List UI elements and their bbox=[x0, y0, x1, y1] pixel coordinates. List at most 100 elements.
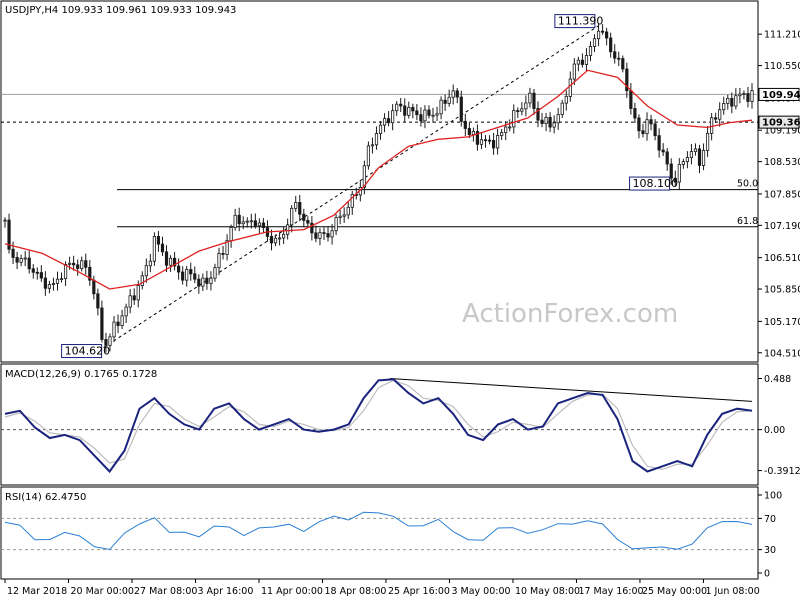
x-tick-label: 12 Mar 2018 bbox=[7, 586, 67, 597]
candle-body bbox=[350, 194, 354, 208]
candle-body bbox=[609, 37, 613, 53]
rsi-header: RSI(14) 62.4750 bbox=[5, 492, 86, 503]
candle-body bbox=[596, 30, 601, 40]
price-annotation-label: 104.620 bbox=[65, 345, 111, 358]
macd-panel: 0.488 0.00 -0.3912 bbox=[1, 374, 800, 477]
candle-body bbox=[290, 207, 294, 226]
candle-body bbox=[160, 243, 165, 253]
price-tick-label: 110.550 bbox=[764, 61, 800, 72]
candle-body bbox=[681, 161, 685, 165]
candle-body bbox=[459, 96, 463, 122]
candle-body bbox=[96, 293, 100, 309]
x-tick-label: 3 Apr 16:00 bbox=[197, 586, 253, 597]
candle-body bbox=[649, 119, 653, 125]
price-tick-label: 107.850 bbox=[764, 189, 800, 200]
price-tick-label: 105.850 bbox=[764, 285, 800, 296]
candle-body bbox=[508, 126, 512, 129]
candle-body bbox=[483, 139, 488, 142]
candle-body bbox=[338, 215, 342, 218]
main-panel-frame bbox=[0, 0, 759, 363]
candle-body bbox=[455, 90, 459, 98]
candle-body bbox=[750, 90, 754, 102]
candle-body bbox=[249, 220, 253, 223]
candle-body bbox=[181, 271, 185, 281]
candle-body bbox=[310, 222, 314, 234]
signal-line bbox=[4, 379, 753, 471]
candle-body bbox=[63, 263, 68, 280]
candle-body bbox=[128, 295, 132, 308]
candle-body bbox=[584, 55, 589, 65]
candle-body bbox=[552, 122, 556, 128]
candle-body bbox=[152, 236, 156, 262]
candle-body bbox=[528, 92, 532, 104]
candle-body bbox=[302, 213, 306, 221]
price-tick-label: 105.170 bbox=[764, 317, 800, 328]
candle-body bbox=[273, 237, 278, 244]
candle-body bbox=[334, 217, 338, 232]
candle-body bbox=[576, 59, 580, 65]
candle-body bbox=[286, 224, 290, 235]
price-tick-label: 109.190 bbox=[764, 126, 800, 137]
candle-body bbox=[43, 277, 47, 289]
candle-body bbox=[124, 306, 128, 317]
candle-body bbox=[564, 96, 568, 104]
rsi-tick-label: 30 bbox=[764, 545, 776, 556]
candle-body bbox=[168, 257, 173, 266]
candle-body bbox=[491, 140, 496, 149]
candle-body bbox=[629, 90, 633, 109]
x-tick-label: 3 May 00:00 bbox=[451, 586, 510, 597]
watermark: ActionForex.com bbox=[462, 299, 678, 329]
candle-body bbox=[233, 214, 237, 228]
candle-body bbox=[726, 97, 730, 104]
candle-body bbox=[116, 321, 120, 326]
candle-body bbox=[487, 139, 492, 142]
x-tick-label: 11 Apr 00:00 bbox=[261, 586, 323, 597]
candle-body bbox=[621, 58, 625, 70]
x-tick-label: 20 Mar 00:00 bbox=[70, 586, 133, 597]
candle-body bbox=[23, 257, 27, 260]
candle-body bbox=[439, 99, 443, 115]
candle-body bbox=[399, 103, 403, 107]
macd-tick-label: -0.3912 bbox=[764, 466, 800, 477]
candle-body bbox=[47, 284, 52, 289]
candle-body bbox=[31, 268, 35, 273]
candle-body bbox=[120, 315, 124, 326]
candle-body bbox=[261, 222, 266, 229]
candle-body bbox=[136, 285, 140, 301]
candle-body bbox=[403, 105, 407, 116]
rsi-tick-label: 100 bbox=[764, 491, 782, 502]
candle-body bbox=[601, 30, 605, 33]
macd-trend-line bbox=[389, 377, 753, 402]
candle-body bbox=[556, 114, 560, 124]
macd-panel-frame bbox=[0, 363, 759, 486]
candle-body bbox=[346, 206, 350, 216]
candle-body bbox=[625, 68, 629, 92]
candle-body bbox=[685, 157, 689, 163]
moving-average-line bbox=[4, 69, 753, 290]
candle-body bbox=[112, 321, 116, 338]
candle-body bbox=[257, 222, 261, 227]
rsi-panel: 100 70 30 0 bbox=[1, 491, 782, 580]
candle-body bbox=[536, 108, 540, 121]
macd-tick-label: 0.00 bbox=[764, 425, 785, 436]
fib-level-label: 61.8 bbox=[737, 216, 758, 227]
current-price-box bbox=[758, 87, 800, 101]
x-tick-label: 17 May 16:00 bbox=[578, 586, 643, 597]
candle-body bbox=[108, 336, 112, 346]
candle-body bbox=[15, 257, 19, 263]
candle-body bbox=[447, 96, 451, 104]
candle-body bbox=[548, 116, 552, 128]
candle-body bbox=[76, 264, 80, 269]
price-annotation-box bbox=[554, 14, 596, 29]
price-tick-label: 111.210 bbox=[764, 30, 800, 41]
level-price-box bbox=[758, 115, 800, 129]
candle-body bbox=[59, 278, 64, 281]
candle-body bbox=[419, 114, 423, 122]
candle-body bbox=[637, 117, 641, 132]
candle-body bbox=[237, 214, 241, 225]
candle-body bbox=[177, 265, 181, 273]
candle-body bbox=[330, 230, 334, 238]
candle-body bbox=[532, 92, 536, 109]
candle-body bbox=[11, 248, 15, 258]
candle-body bbox=[467, 128, 471, 135]
